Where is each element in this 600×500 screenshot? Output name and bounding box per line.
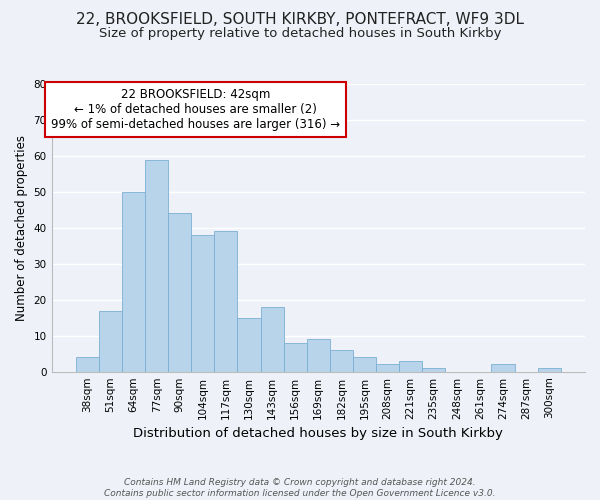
Bar <box>422 368 445 372</box>
Bar <box>353 358 376 372</box>
Bar <box>76 358 99 372</box>
Bar <box>145 160 168 372</box>
Text: Size of property relative to detached houses in South Kirkby: Size of property relative to detached ho… <box>99 28 501 40</box>
Bar <box>191 235 214 372</box>
Bar <box>284 343 307 372</box>
Bar <box>238 318 260 372</box>
Bar <box>538 368 561 372</box>
Text: Contains HM Land Registry data © Crown copyright and database right 2024.
Contai: Contains HM Land Registry data © Crown c… <box>104 478 496 498</box>
Bar <box>260 307 284 372</box>
Bar <box>330 350 353 372</box>
Bar <box>399 361 422 372</box>
Bar <box>491 364 515 372</box>
Bar <box>168 214 191 372</box>
Bar <box>99 310 122 372</box>
Bar <box>122 192 145 372</box>
Y-axis label: Number of detached properties: Number of detached properties <box>15 135 28 321</box>
Text: 22, BROOKSFIELD, SOUTH KIRKBY, PONTEFRACT, WF9 3DL: 22, BROOKSFIELD, SOUTH KIRKBY, PONTEFRAC… <box>76 12 524 28</box>
Bar <box>307 340 330 372</box>
Text: 22 BROOKSFIELD: 42sqm
← 1% of detached houses are smaller (2)
99% of semi-detach: 22 BROOKSFIELD: 42sqm ← 1% of detached h… <box>51 88 340 132</box>
X-axis label: Distribution of detached houses by size in South Kirkby: Distribution of detached houses by size … <box>133 427 503 440</box>
Bar <box>214 232 238 372</box>
Bar <box>376 364 399 372</box>
